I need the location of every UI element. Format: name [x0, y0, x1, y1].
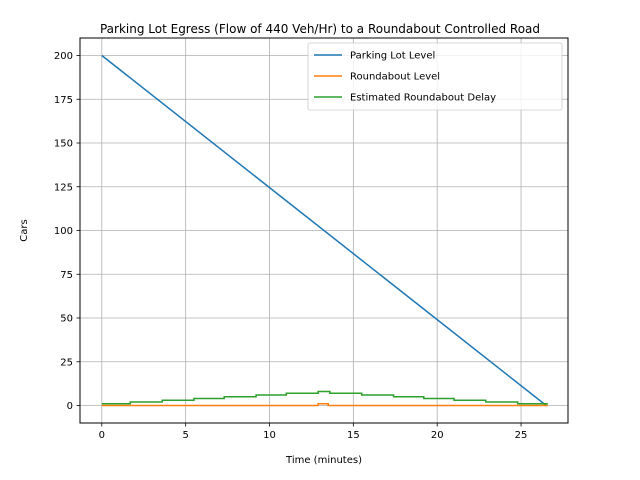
- x-tick-label: 25: [515, 430, 528, 441]
- y-tick-label: 0: [67, 401, 73, 412]
- x-axis-label: Time (minutes): [285, 455, 362, 466]
- axis-ticks: 0 5 10 15 20 25 0 25 50 75 100 125 150 175 200: [54, 51, 528, 441]
- series-line-estimated-roundabout-delay: [101, 390, 548, 405]
- legend-entry-label: Parking Lot Level: [350, 51, 435, 62]
- y-tick-label: 125: [54, 182, 73, 193]
- series-group: [101, 54, 548, 407]
- x-tick-label: 5: [182, 430, 188, 441]
- chart-title: Parking Lot Egress (Flow of 440 Veh/Hr) …: [100, 22, 540, 36]
- legend-box: [307, 42, 563, 111]
- x-tick-label: 10: [263, 430, 276, 441]
- y-tick-label: 150: [54, 139, 73, 150]
- legend: Parking Lot Level Roundabout Level Estimat…: [307, 42, 563, 111]
- legend-entry-label: Estimated Roundabout Delay: [350, 93, 496, 104]
- y-tick-label: 175: [54, 95, 73, 106]
- y-tick-label: 75: [60, 270, 73, 281]
- x-tick-label: 20: [431, 430, 444, 441]
- series-line-roundabout-level: [101, 403, 548, 407]
- series-line-parking-lot-level: [101, 54, 547, 407]
- y-axis-label: Cars: [19, 219, 30, 241]
- y-tick-label: 25: [60, 357, 73, 368]
- x-tick-label: 15: [347, 430, 360, 441]
- y-tick-label: 200: [54, 51, 73, 62]
- legend-entry-label: Roundabout Level: [350, 72, 440, 83]
- y-tick-label: 100: [54, 226, 73, 237]
- y-tick-label: 50: [60, 314, 73, 325]
- x-tick-label: 0: [99, 430, 105, 441]
